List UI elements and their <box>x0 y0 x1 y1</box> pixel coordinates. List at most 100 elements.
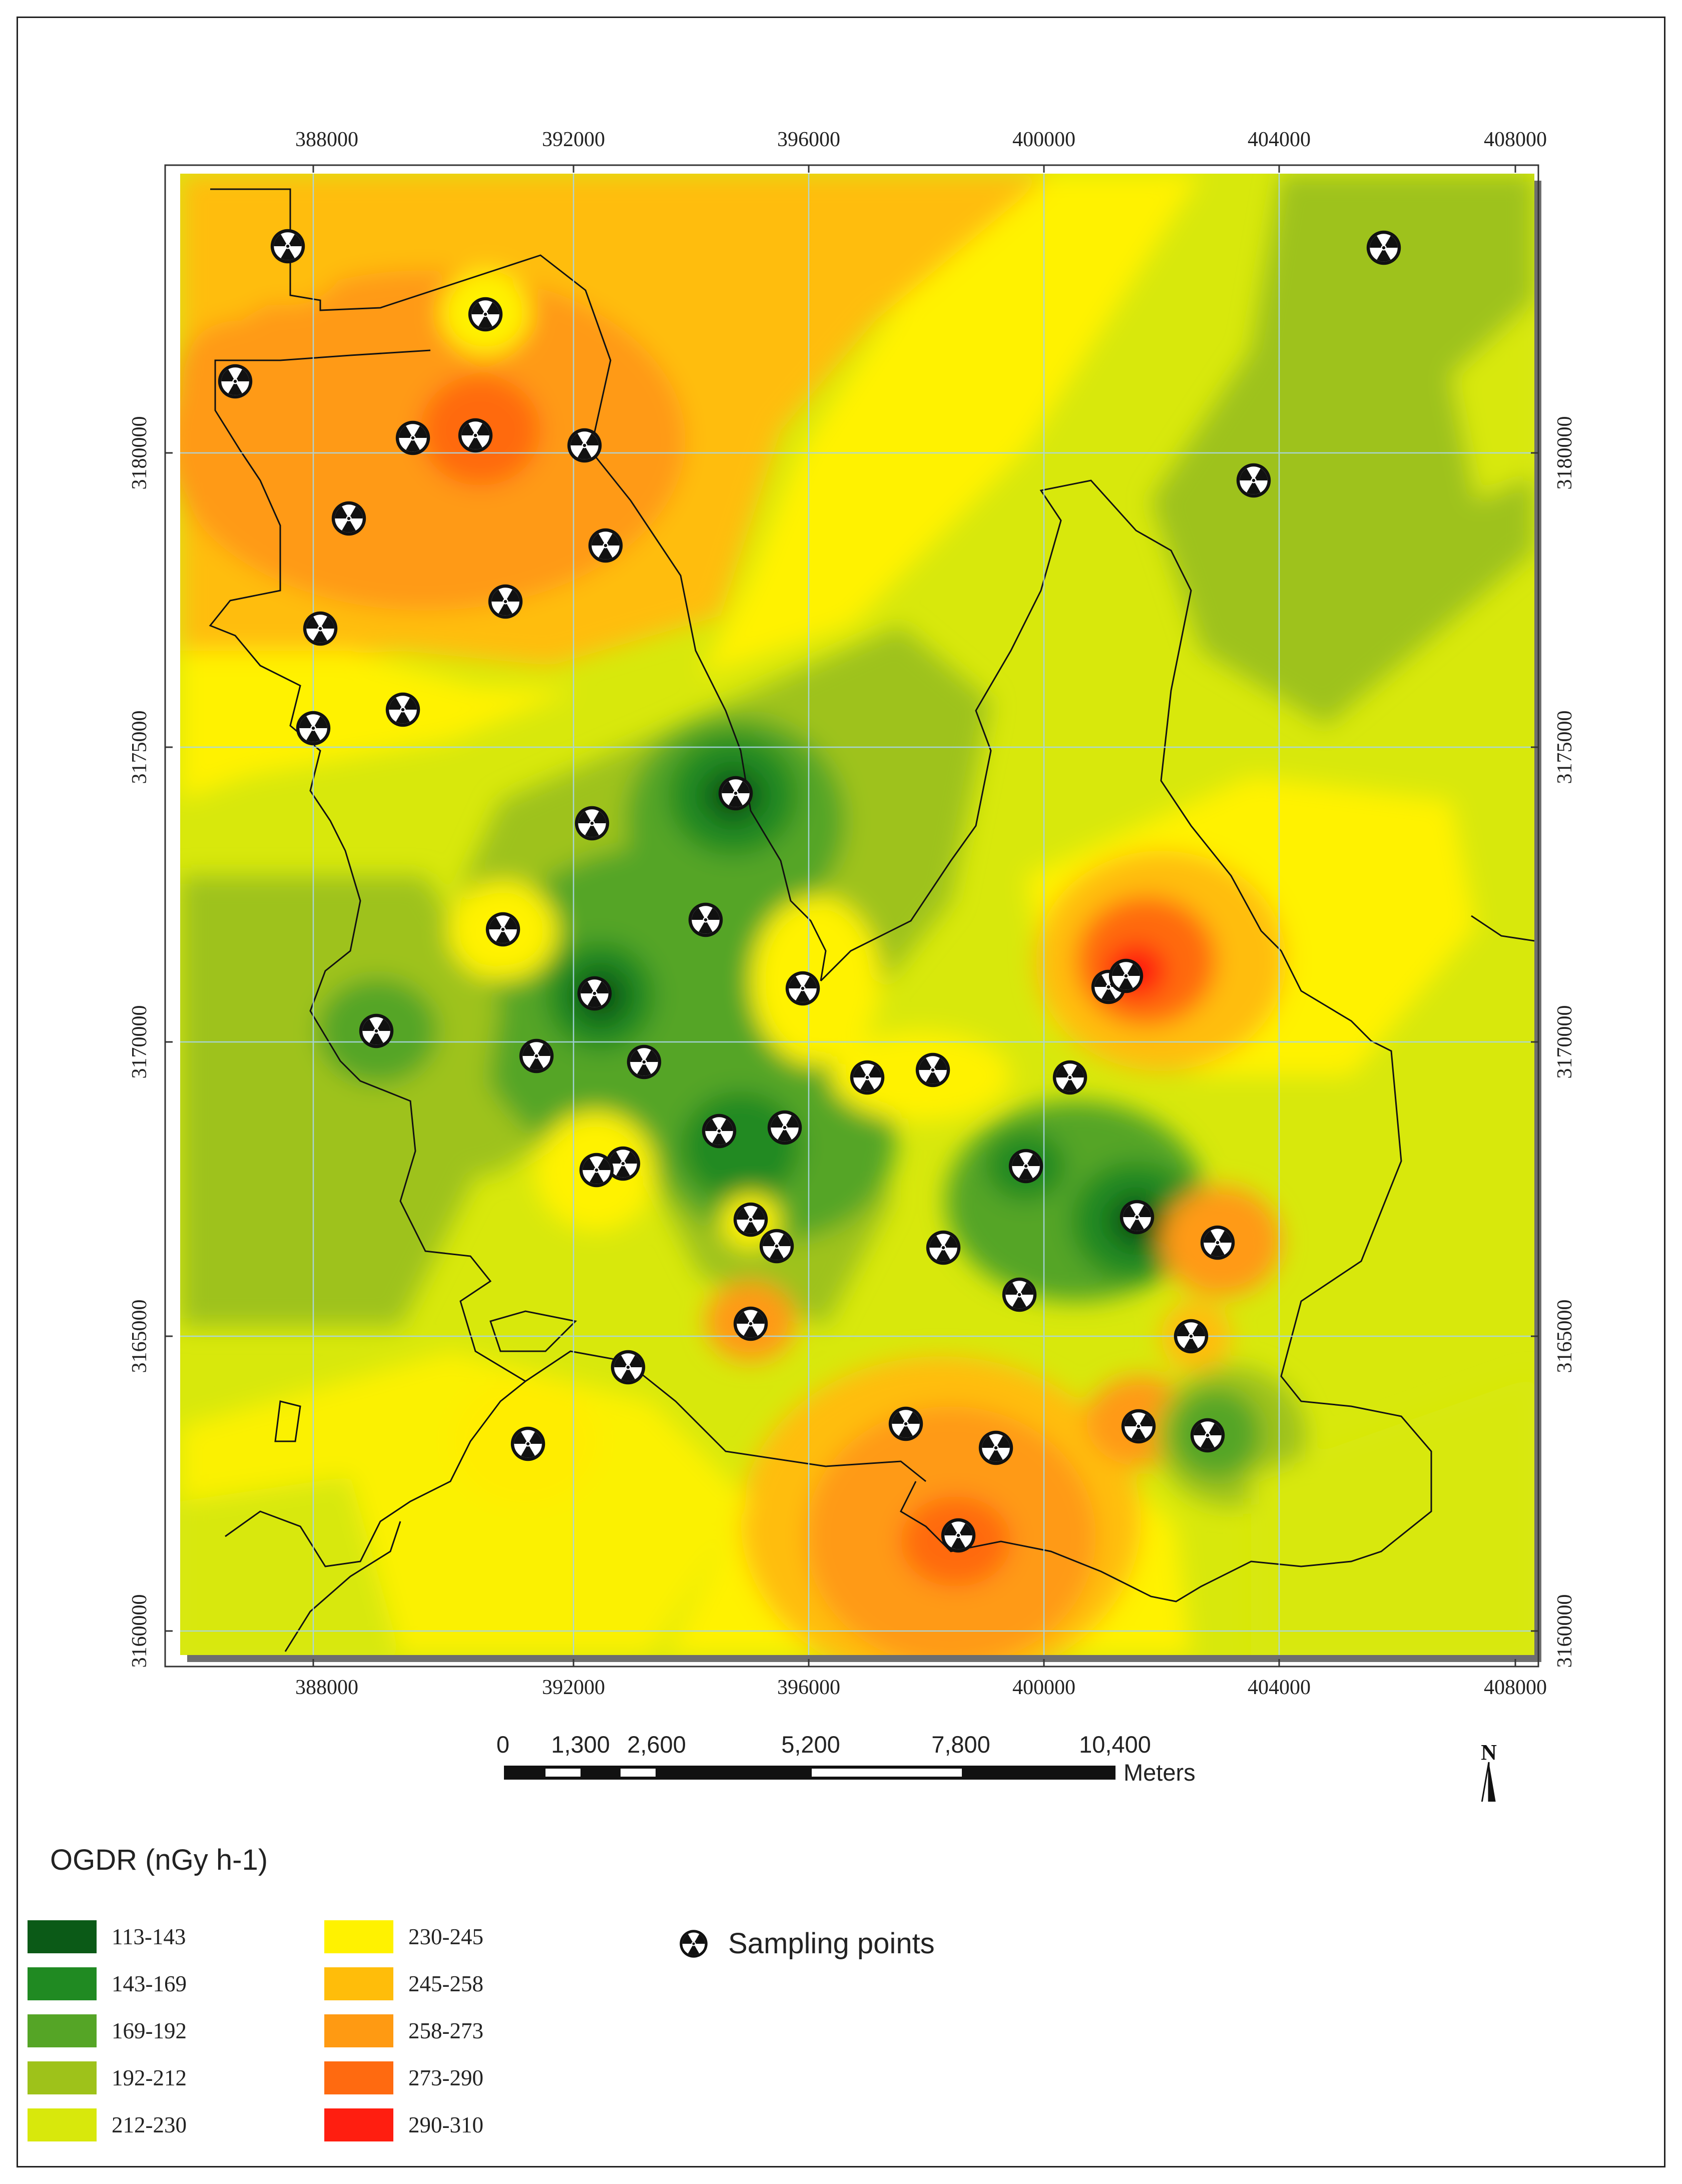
sampling-point-icon <box>1190 1418 1225 1453</box>
scale-label: 5,200 <box>781 1731 840 1758</box>
sampling-point-icon <box>1200 1225 1235 1260</box>
sampling-point-icon <box>926 1230 961 1265</box>
axis-ticks <box>165 165 1538 1667</box>
legend-swatch <box>28 1967 97 2000</box>
legend-item: 245-258 <box>324 1966 483 2001</box>
y-tick-labels-right: 3180000 3175000 3170000 3165000 3160000 <box>1553 416 1576 1668</box>
legend-label: 169-192 <box>112 2018 187 2043</box>
sampling-point-icon <box>579 1153 614 1188</box>
scale-label: 10,400 <box>1079 1731 1151 1758</box>
sampling-point-icon <box>1008 1149 1043 1184</box>
legend-swatch <box>324 2061 393 2094</box>
sampling-point-icon <box>359 1013 394 1048</box>
x-tick-label: 408000 <box>1484 1676 1547 1699</box>
x-tick-labels-bottom: 388000 392000 396000 400000 404000 40800… <box>295 1676 1547 1699</box>
y-tick-labels-left: 3180000 3175000 3170000 3165000 3160000 <box>128 416 151 1668</box>
legend-label: 230-245 <box>408 1924 483 1949</box>
y-tick-label: 3170000 <box>128 1005 151 1079</box>
legend-swatch <box>324 2014 393 2047</box>
radiation-icon <box>680 1929 708 1958</box>
y-tick-label: 3160000 <box>1553 1594 1576 1668</box>
legend-item: 192-212 <box>28 2060 187 2095</box>
scale-unit: Meters <box>1124 1759 1196 1786</box>
sampling-point-icon <box>1108 958 1144 993</box>
y-tick-label: 3175000 <box>1553 711 1576 784</box>
sampling-point-icon <box>577 976 612 1011</box>
scale-label: 7,800 <box>931 1731 990 1758</box>
legend-swatch <box>28 2108 97 2141</box>
sampling-point-icon <box>627 1044 662 1079</box>
sampling-point-icon <box>458 418 493 453</box>
scale-bar: 0 1,300 2,600 5,200 7,800 10,400 Meters <box>496 1731 1196 1786</box>
legend-item: 273-290 <box>324 2060 483 2095</box>
sampling-point-icon <box>688 902 723 937</box>
sampling-point-icon <box>303 611 338 646</box>
sampling-point-icon <box>785 971 820 1006</box>
legend-item: 258-273 <box>324 2013 483 2048</box>
legend-label: 273-290 <box>408 2065 483 2090</box>
compass-n: N <box>1481 1740 1497 1765</box>
sampling-point-icon <box>485 912 520 947</box>
sampling-point-icon <box>567 428 602 463</box>
sampling-point-icon <box>1236 463 1271 498</box>
sampling-legend-label: Sampling points <box>728 1927 935 1960</box>
sampling-point-icon <box>767 1110 802 1145</box>
x-tick-label: 404000 <box>1248 1676 1311 1699</box>
sampling-point-icon <box>1366 230 1401 265</box>
sampling-point-icon <box>941 1518 976 1553</box>
legend-swatch <box>28 2014 97 2047</box>
legend-swatch <box>324 1967 393 2000</box>
y-tick-label: 3175000 <box>128 711 151 784</box>
legend-swatch <box>28 2061 97 2094</box>
y-tick-label: 3180000 <box>1553 416 1576 490</box>
graticule <box>180 174 1534 1655</box>
figure-frame <box>17 17 1665 2167</box>
compass-icon: N S E W <box>1421 1740 1554 1802</box>
sampling-point-icon <box>733 1306 768 1341</box>
scale-label: 2,600 <box>627 1731 686 1758</box>
sampling-point-icon <box>888 1406 923 1441</box>
legend-title: OGDR (nGy h-1) <box>50 1844 268 1876</box>
x-tick-label: 396000 <box>777 128 840 151</box>
x-tick-label: 392000 <box>542 128 605 151</box>
sampling-point-icon <box>850 1060 885 1095</box>
x-tick-label: 404000 <box>1248 128 1311 151</box>
scale-label: 0 <box>496 1731 509 1758</box>
sampling-point-icon <box>385 692 420 727</box>
legend-swatch <box>324 2108 393 2141</box>
legend-swatch <box>28 1920 97 1953</box>
sampling-point-icon <box>331 501 366 536</box>
sampling-point-icon <box>510 1426 545 1461</box>
x-tick-label: 400000 <box>1012 1676 1075 1699</box>
sampling-point-icon <box>733 1202 768 1237</box>
legend-item: 230-245 <box>324 1919 483 1954</box>
x-tick-label: 388000 <box>295 128 358 151</box>
x-tick-label: 408000 <box>1484 128 1547 151</box>
legend-label: 143-169 <box>112 1971 187 1996</box>
sampling-point-icon <box>759 1229 794 1264</box>
sampling-point-icon <box>915 1052 950 1087</box>
legend-label: 212-230 <box>112 2112 187 2137</box>
legend-item: 290-310 <box>324 2107 483 2142</box>
legend-label: 113-143 <box>112 1924 186 1949</box>
x-tick-label: 388000 <box>295 1676 358 1699</box>
sampling-point-icon <box>296 711 331 746</box>
x-tick-labels-top: 388000 392000 396000 400000 404000 40800… <box>295 128 1547 151</box>
dose-rate-surface <box>180 174 1534 1655</box>
legend-label: 290-310 <box>408 2112 483 2137</box>
sampling-legend: Sampling points <box>678 1927 935 1960</box>
sampling-point-icon <box>1119 1200 1155 1235</box>
legend-item: 212-230 <box>28 2107 187 2142</box>
boundary-lines <box>209 188 1534 1652</box>
x-tick-label: 396000 <box>777 1676 840 1699</box>
legend-label: 258-273 <box>408 2018 483 2043</box>
compass-w: W <box>1421 1798 1443 1802</box>
sampling-point-icon <box>575 806 610 841</box>
y-tick-label: 3160000 <box>128 1594 151 1668</box>
legend-swatch <box>324 1920 393 1953</box>
compass-e: E <box>1540 1798 1554 1802</box>
scale-label: 1,300 <box>551 1731 610 1758</box>
legend-label: 245-258 <box>408 1971 483 1996</box>
x-tick-label: 400000 <box>1012 128 1075 151</box>
sampling-point-icon <box>270 229 305 264</box>
